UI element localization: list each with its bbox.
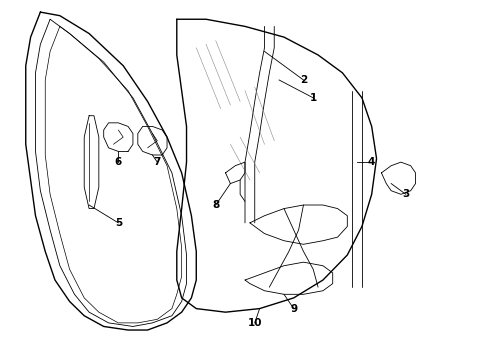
Text: 2: 2 — [300, 75, 307, 85]
Text: 4: 4 — [368, 157, 375, 167]
Text: 3: 3 — [402, 189, 410, 199]
Text: 9: 9 — [290, 303, 297, 314]
Text: 1: 1 — [310, 93, 317, 103]
Text: 6: 6 — [115, 157, 122, 167]
Text: 10: 10 — [247, 318, 262, 328]
Text: 5: 5 — [115, 218, 122, 228]
Text: 8: 8 — [212, 200, 220, 210]
Text: 7: 7 — [153, 157, 161, 167]
